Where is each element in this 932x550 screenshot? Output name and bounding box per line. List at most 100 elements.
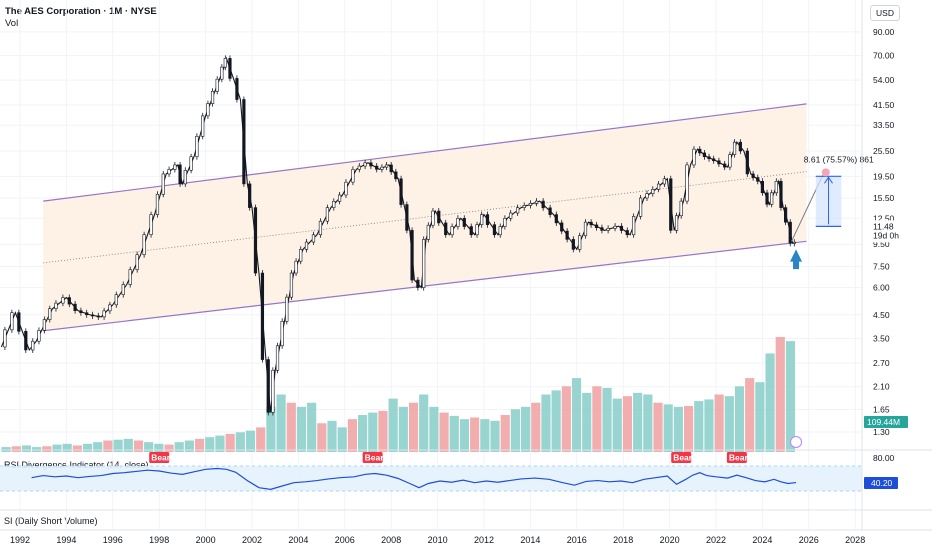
rsi-bear-badge-label: Bear bbox=[365, 453, 385, 463]
price-axis-label: 25.50 bbox=[873, 146, 895, 156]
candle-body bbox=[528, 202, 532, 206]
candle-body bbox=[178, 164, 182, 185]
si-pane-label[interactable]: SI (Daily Short Volume) bbox=[4, 516, 98, 526]
currency-button[interactable]: USD bbox=[870, 5, 900, 21]
symbol-title[interactable]: The AES Corporation · 1M · NYSE bbox=[5, 6, 157, 17]
price-axis-label: 2.10 bbox=[873, 382, 890, 392]
time-axis-label: 2004 bbox=[288, 535, 308, 545]
price-series bbox=[0, 55, 797, 416]
rsi-bear-badge bbox=[149, 452, 170, 463]
candle-body bbox=[410, 230, 414, 281]
candle-body bbox=[375, 165, 379, 170]
candle-body bbox=[344, 181, 348, 196]
rsi-bear-badge bbox=[362, 452, 383, 463]
price-axis-label: 9.50 bbox=[873, 239, 890, 249]
volume-bar bbox=[398, 406, 408, 452]
candle-body bbox=[426, 224, 430, 240]
volume-bar bbox=[704, 399, 714, 452]
volume-bar bbox=[622, 396, 633, 452]
candle-body bbox=[17, 312, 21, 332]
volume-bar bbox=[388, 398, 398, 452]
candle-body bbox=[380, 166, 384, 170]
volume-bar bbox=[561, 386, 571, 452]
candle-body bbox=[534, 200, 539, 204]
candle-body bbox=[61, 297, 65, 304]
candle-body bbox=[503, 218, 507, 227]
candle-body bbox=[589, 221, 593, 226]
price-axis-label: 2.70 bbox=[873, 358, 890, 368]
volume-bar bbox=[724, 396, 734, 452]
candle-body bbox=[235, 78, 239, 100]
candle-body bbox=[79, 310, 83, 314]
volume-bar bbox=[164, 444, 174, 452]
price-axis-label: 4.50 bbox=[873, 310, 890, 320]
price-axis-label: 90.00 bbox=[873, 27, 895, 37]
candle-body bbox=[760, 180, 764, 194]
candle-body bbox=[325, 207, 330, 222]
rsi-value-label: 40.20 bbox=[871, 478, 893, 488]
volume-bar bbox=[42, 446, 52, 452]
volume-bar bbox=[368, 412, 378, 452]
candle-body bbox=[121, 284, 125, 295]
candle-body bbox=[90, 314, 95, 317]
target-marker bbox=[821, 168, 830, 177]
price-axis-label: 1.65 bbox=[873, 404, 890, 414]
candle-body bbox=[149, 214, 153, 235]
volume-bar bbox=[307, 402, 317, 452]
candle-body bbox=[765, 192, 769, 205]
candle-body bbox=[206, 103, 210, 117]
candle-body bbox=[475, 224, 479, 236]
price-axis-label: 41.50 bbox=[873, 100, 895, 110]
time-axis-label: 2006 bbox=[335, 535, 355, 545]
candle-body bbox=[702, 152, 706, 158]
candle-body bbox=[161, 173, 165, 195]
rsi-pane-label[interactable]: RSI Divergence Indicator (14, close) bbox=[4, 460, 149, 470]
candle-body bbox=[37, 330, 41, 342]
candle-body bbox=[189, 156, 193, 171]
candle-body bbox=[183, 170, 187, 185]
candle-body bbox=[201, 115, 205, 137]
candle-body bbox=[431, 210, 435, 226]
volume-bar bbox=[785, 341, 796, 452]
candle-body bbox=[394, 171, 398, 180]
last-price-label: 11.48 bbox=[873, 221, 894, 231]
price-axis-label: 12.50 bbox=[873, 213, 895, 223]
regression-channel[interactable] bbox=[43, 103, 807, 332]
candle-body bbox=[462, 218, 466, 227]
price-axis-label: 33.50 bbox=[873, 120, 895, 130]
candle-body bbox=[369, 162, 373, 167]
time-axis-label: 2002 bbox=[242, 535, 262, 545]
volume-bar bbox=[429, 406, 439, 452]
time-axis-label: 1998 bbox=[149, 535, 169, 545]
candle-body bbox=[155, 193, 160, 215]
candle-body bbox=[405, 204, 409, 231]
candle-body bbox=[337, 194, 342, 202]
candle-body bbox=[728, 154, 732, 168]
target-price-tag bbox=[864, 170, 898, 183]
rsi-bear-badge bbox=[726, 452, 747, 463]
volume-bar bbox=[93, 442, 103, 452]
candle-body bbox=[275, 345, 280, 371]
volume-bar bbox=[745, 378, 755, 452]
candle-body bbox=[723, 163, 727, 168]
candle-body bbox=[554, 214, 558, 224]
candle-body bbox=[215, 78, 219, 92]
time-axis-label: 2024 bbox=[752, 535, 772, 545]
volume-bar bbox=[133, 440, 144, 452]
volume-bar bbox=[408, 402, 419, 452]
candle-body bbox=[751, 173, 755, 178]
volume-bar bbox=[551, 390, 561, 452]
price-axis[interactable]: 90.00 70.00 54.00 41.50 33.50 25.50 19.50 15.50… bbox=[864, 27, 908, 489]
volume-bar bbox=[11, 446, 21, 452]
volume-bar bbox=[21, 445, 32, 452]
candle-body bbox=[656, 183, 661, 190]
volume-bar bbox=[663, 404, 673, 452]
candle-body bbox=[565, 230, 569, 240]
projection-annotation[interactable]: 8.61 (75.57%) 861 bbox=[790, 154, 874, 448]
volume-bar bbox=[347, 419, 357, 452]
candle-body bbox=[560, 222, 564, 232]
volume-bar bbox=[82, 443, 93, 452]
measure-arrowhead bbox=[824, 176, 833, 184]
